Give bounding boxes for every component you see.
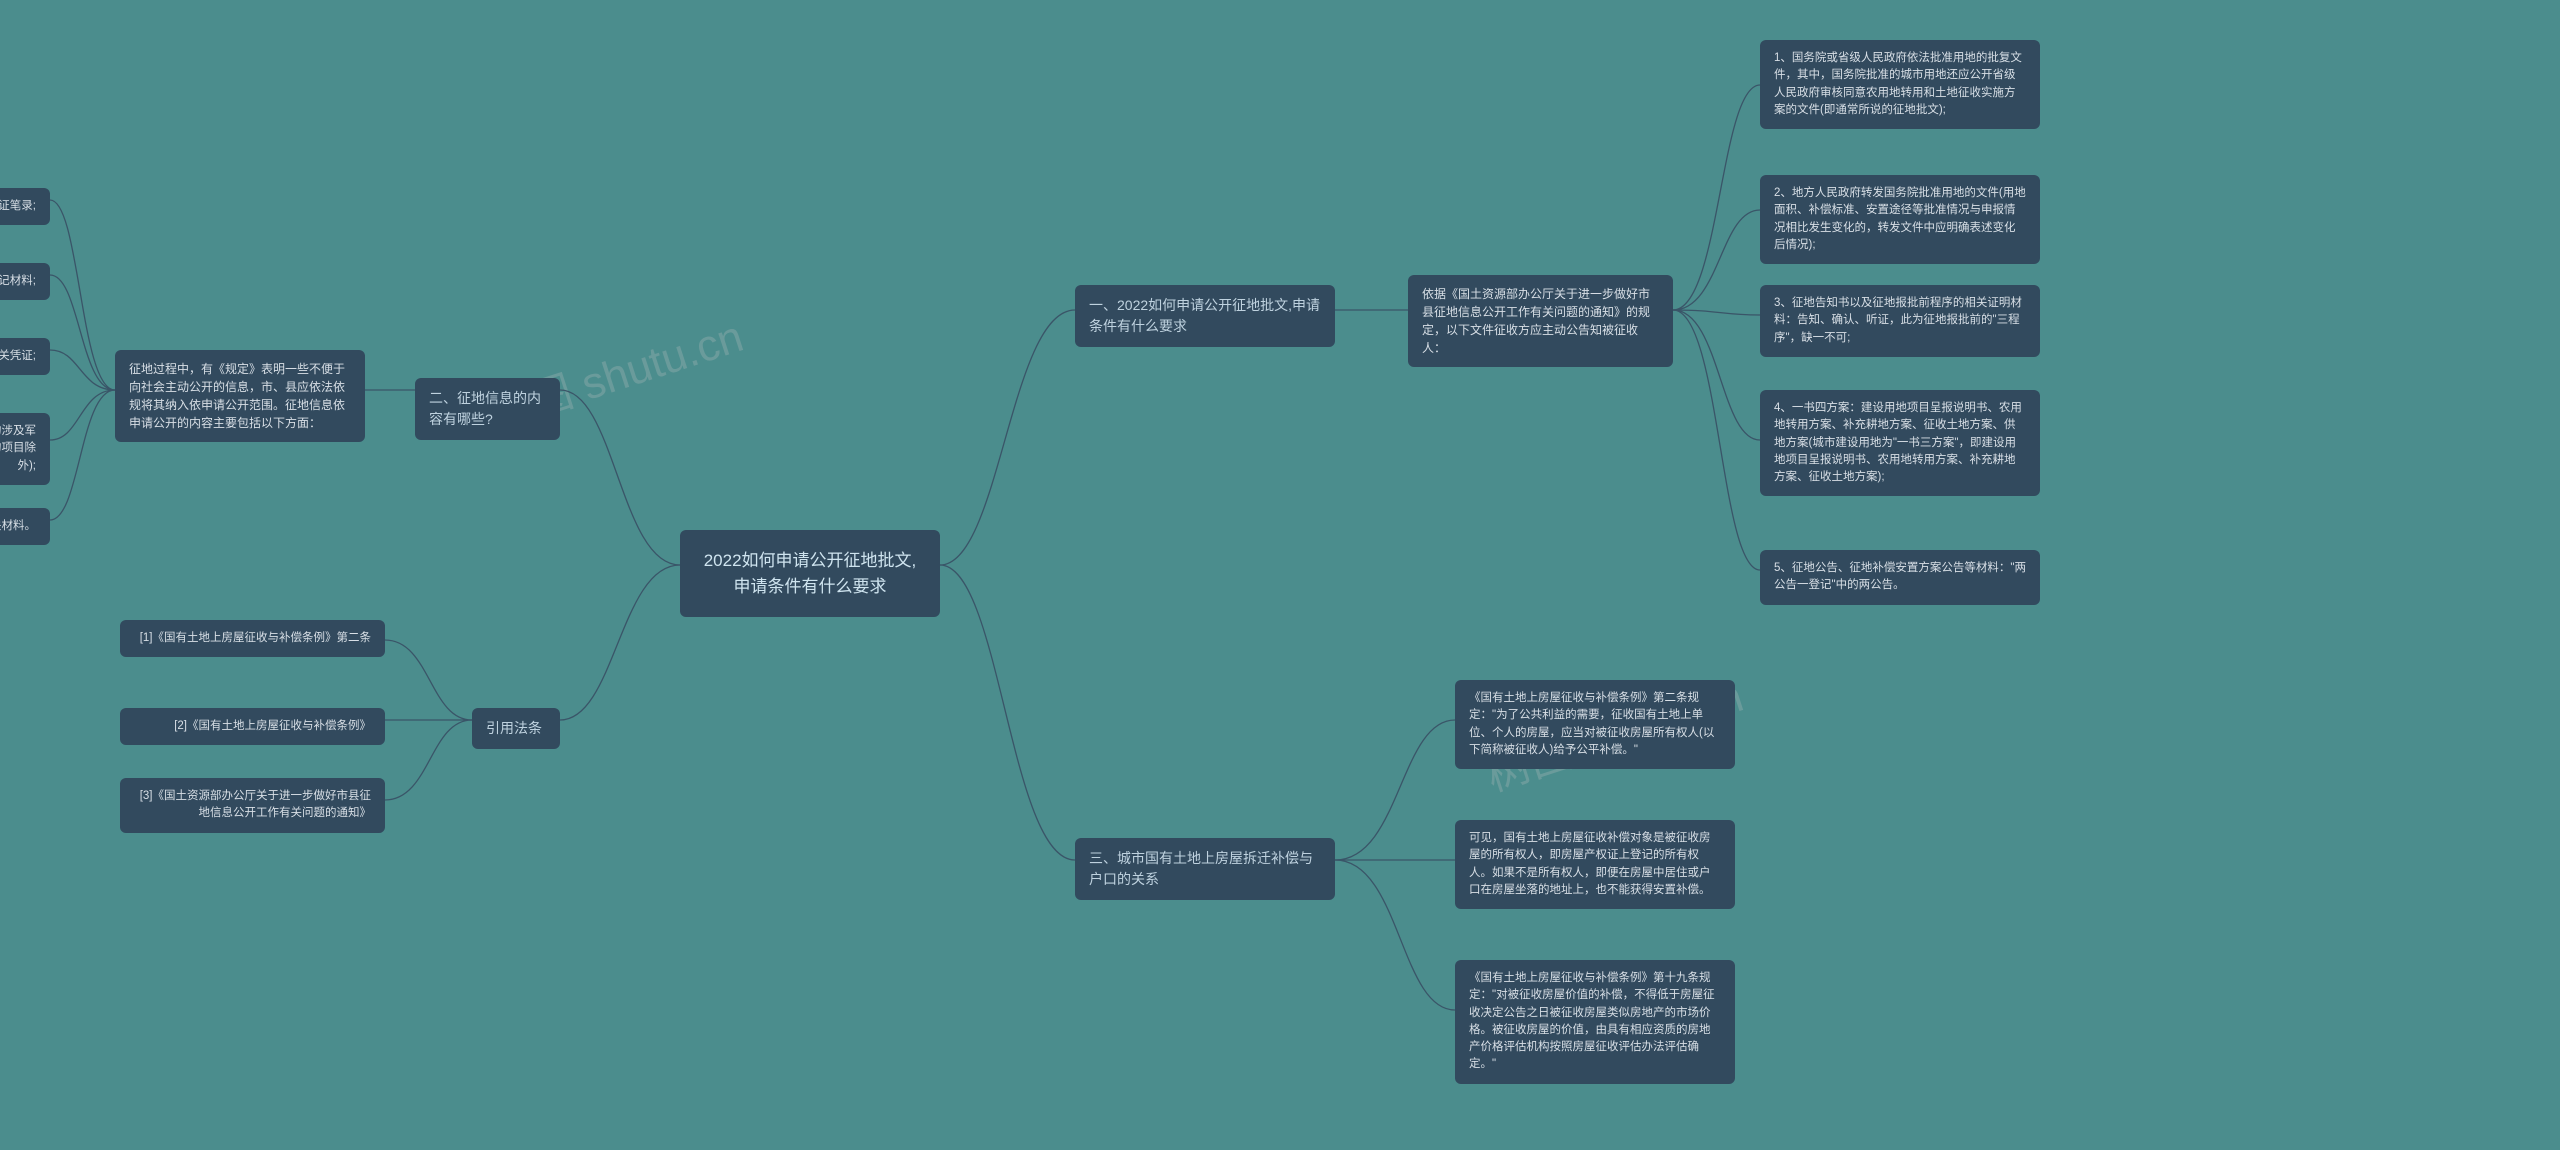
r1-leaf-2: 2、地方人民政府转发国务院批准用地的文件(用地面积、补偿标准、安置途径等批准情况… <box>1760 175 2040 264</box>
l1-leaf-3: 3.征地补偿费用支付相关凭证; <box>0 338 50 375</box>
r2-leaf-2: 可见，国有土地上房屋征收补偿对象是被征收房屋的所有权人，即房屋产权证上登记的所有… <box>1455 820 1735 909</box>
r1-leaf-5: 5、征地公告、征地补偿安置方案公告等材料："两公告一登记"中的两公告。 <box>1760 550 2040 605</box>
l2-leaf-1: [1]《国有土地上房屋征收与补偿条例》第二条 <box>120 620 385 657</box>
branch-l1-desc: 征地过程中，有《规定》表明一些不便于向社会主动公开的信息，市、县应依法依规将其纳… <box>115 350 365 442</box>
l2-leaf-2: [2]《国有土地上房屋征收与补偿条例》 <box>120 708 385 745</box>
r1-leaf-3: 3、征地告知书以及征地报批前程序的相关证明材料：告知、确认、听证，此为征地报批前… <box>1760 285 2040 357</box>
branch-r1-title: 一、2022如何申请公开征地批文,申请条件有什么要求 <box>1075 285 1335 347</box>
branch-l1-title: 二、征地信息的内容有哪些? <box>415 378 560 440</box>
l1-leaf-4: 4.勘测定界图(国家测绘资料保密规定的涉及军事、国家安全和国民经济重要工程设施的… <box>0 413 50 485</box>
branch-l2-title: 引用法条 <box>472 708 560 749</box>
r2-leaf-1: 《国有土地上房屋征收与补偿条例》第二条规定："为了公共利益的需要，征收国有土地上… <box>1455 680 1735 769</box>
r1-leaf-4: 4、一书四方案：建设用地项目呈报说明书、农用地转用方案、补充耕地方案、征收土地方… <box>1760 390 2040 496</box>
r2-leaf-3: 《国有土地上房屋征收与补偿条例》第十九条规定："对被征收房屋价值的补偿，不得低于… <box>1455 960 1735 1084</box>
branch-r1-desc: 依据《国土资源部办公厅关于进一步做好市县征地信息公开工作有关问题的通知》的规定，… <box>1408 275 1673 367</box>
branch-r2-title: 三、城市国有土地上房屋拆迁补偿与户口的关系 <box>1075 838 1335 900</box>
r1-leaf-1: 1、国务院或省级人民政府依法批准用地的批复文件，其中，国务院批准的城市用地还应公… <box>1760 40 2040 129</box>
l2-leaf-3: [3]《国土资源部办公厅关于进一步做好市县征地信息公开工作有关问题的通知》 <box>120 778 385 833</box>
connectors <box>0 0 2560 1150</box>
l1-leaf-5: 5.其他属依申请公开范围的有关材料。 <box>0 508 50 545</box>
root-node: 2022如何申请公开征地批文,申请条件有什么要求 <box>680 530 940 617</box>
l1-leaf-2: 2.用地批准后征地补偿登记材料; <box>0 263 50 300</box>
l1-leaf-1: 1.用地报批前征地调查结果、听证笔录; <box>0 188 50 225</box>
